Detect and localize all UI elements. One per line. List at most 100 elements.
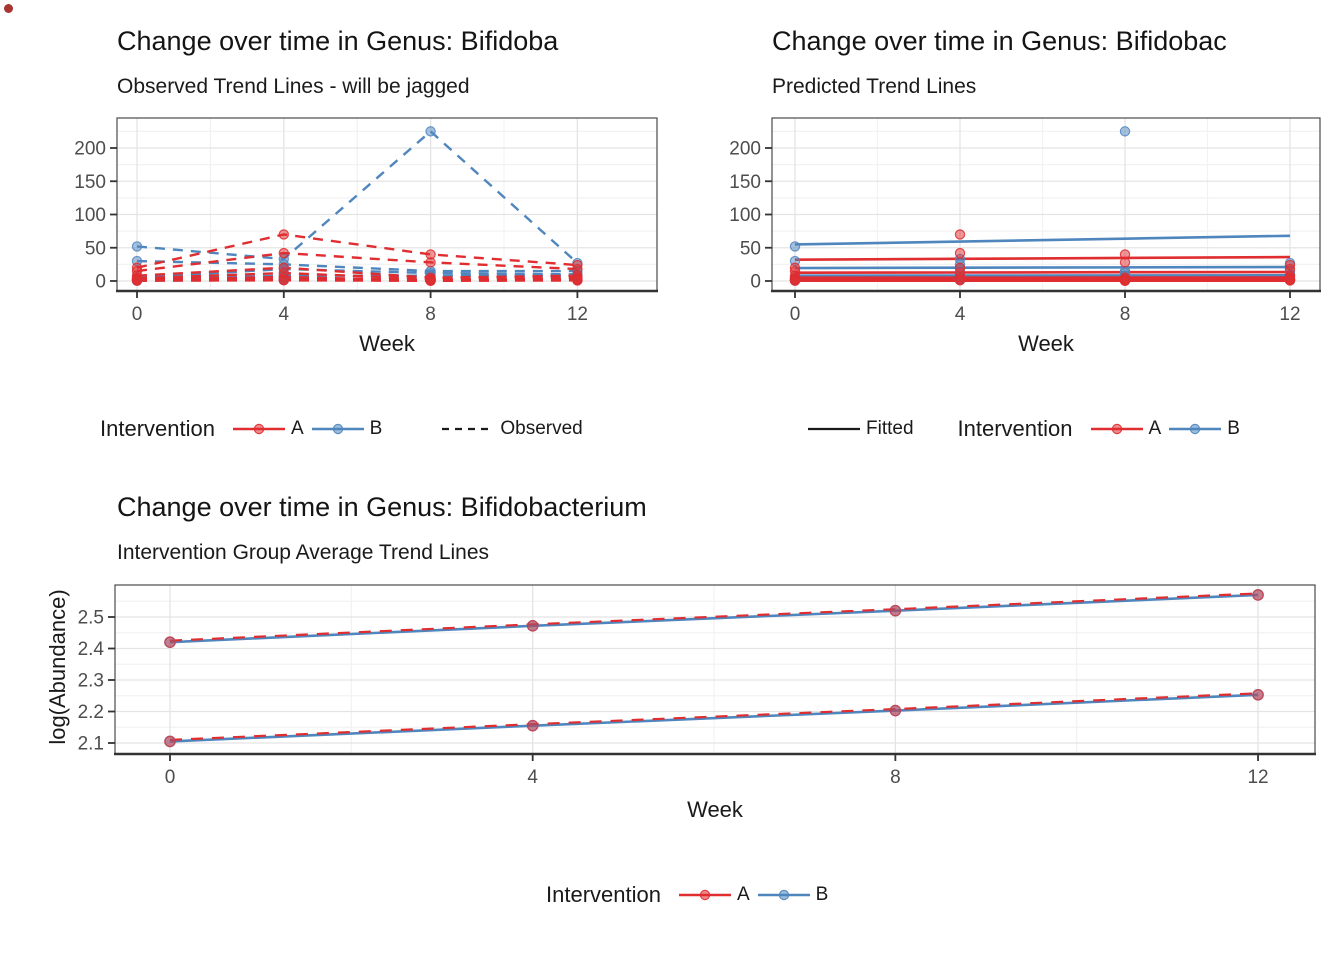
observed-plot-panel: 0 4 8 12 0 50 100 150 200 [74, 117, 658, 325]
data-point [789, 275, 801, 286]
series-line [169, 592, 1259, 642]
legend-key-observed-icon [442, 427, 495, 431]
x-tick-label: 8 [425, 304, 436, 325]
data-point [1252, 589, 1264, 601]
y-tick-label: 200 [74, 139, 106, 160]
series-line [136, 266, 578, 279]
average-chart-title: Change over time in Genus: Bifidobacteri… [117, 492, 647, 522]
data-point [164, 735, 176, 748]
legend-item-a: A [1148, 418, 1162, 439]
series-line [136, 267, 578, 279]
data-point [131, 241, 143, 252]
y-tick-label: 0 [750, 272, 761, 293]
x-tick-label: 0 [132, 304, 143, 325]
series-line [794, 265, 1291, 270]
panel-background [115, 585, 1315, 754]
legend-key-a-icon [232, 423, 285, 435]
panel-background [117, 118, 657, 291]
observed-legend: Intervention A B Observed [100, 412, 589, 446]
data-point [789, 241, 801, 252]
legend-item-b: B [1227, 418, 1240, 439]
x-tick-label: 12 [1279, 304, 1300, 325]
data-point [572, 275, 583, 286]
average-chart-subtitle: Intervention Group Average Trend Lines [117, 541, 490, 564]
predicted-chart-title: Change over time in Genus: Bifidobac [772, 26, 1227, 56]
series-line [136, 233, 578, 269]
data-point [889, 604, 902, 617]
predicted-legend: Fitted Intervention A B [806, 412, 1246, 446]
legend-title: Intervention [957, 416, 1073, 441]
legend-item-fitted: Fitted [866, 418, 914, 439]
predicted-chart-subtitle: Predicted Trend Lines [772, 75, 977, 98]
legend-key-a-icon [1090, 423, 1143, 435]
x-tick-label: 12 [1247, 767, 1268, 788]
series-line [136, 271, 578, 281]
data-point [526, 719, 539, 732]
y-tick-label: 100 [74, 205, 106, 226]
observed-x-axis-title: Week [359, 331, 415, 356]
series-line [136, 251, 578, 273]
predicted-x-axis-title: Week [1018, 331, 1074, 356]
y-tick-label: 2.4 [78, 639, 105, 660]
series-line [169, 593, 1259, 644]
data-point [278, 247, 289, 259]
observed-chart-title: Change over time in Genus: Bifidoba [117, 26, 559, 56]
legend-item-a: A [290, 418, 304, 439]
average-plot-panel: 0 4 8 12 2.1 2.2 2.3 2.4 2.5 [78, 584, 1316, 788]
x-tick-label: 4 [955, 304, 966, 325]
y-tick-label: 150 [729, 172, 761, 193]
x-tick-label: 8 [890, 767, 901, 788]
y-tick-label: 2.3 [78, 671, 104, 692]
y-tick-label: 2.2 [78, 702, 104, 723]
data-point [425, 126, 436, 137]
data-point [1119, 126, 1131, 137]
series-line [169, 693, 1259, 743]
legend-key-b-icon [757, 889, 810, 901]
y-tick-label: 150 [74, 172, 106, 193]
x-tick-label: 4 [527, 767, 538, 788]
series-line [136, 129, 579, 264]
legend-item-observed: Observed [500, 418, 583, 439]
legend-key-b-icon [311, 423, 364, 435]
legend-key-a-icon [678, 889, 731, 901]
data-point [278, 229, 289, 240]
x-tick-label: 0 [165, 767, 176, 788]
data-point [425, 257, 436, 268]
y-tick-label: 0 [95, 272, 106, 293]
y-tick-label: 2.1 [78, 734, 104, 755]
data-point [954, 247, 966, 259]
data-point [954, 275, 966, 286]
legend-title: Intervention [546, 882, 661, 907]
data-point [278, 275, 289, 286]
data-point [164, 636, 176, 648]
series-line [794, 255, 1291, 262]
data-point [131, 275, 143, 286]
data-point [1252, 689, 1264, 701]
y-tick-label: 50 [85, 238, 106, 259]
data-point [889, 704, 902, 717]
legend-item-a: A [736, 884, 750, 905]
x-tick-label: 12 [567, 304, 588, 325]
average-x-axis-title: Week [687, 797, 743, 822]
x-tick-label: 0 [790, 304, 801, 325]
observed-chart-subtitle: Observed Trend Lines - will be jagged [117, 75, 470, 98]
data-point [1119, 257, 1131, 268]
x-tick-label: 4 [279, 304, 290, 325]
series-line [794, 270, 1291, 274]
legend-item-b: B [369, 418, 383, 439]
average-legend: Intervention A B [546, 878, 834, 912]
y-tick-label: 200 [729, 139, 761, 160]
y-tick-label: 2.5 [78, 608, 104, 629]
series-line [794, 234, 1291, 246]
legend-key-b-icon [1169, 423, 1222, 435]
series-line [169, 692, 1259, 742]
y-tick-label: 50 [740, 238, 761, 259]
legend-item-b: B [815, 884, 829, 905]
data-point [1119, 275, 1131, 287]
legend-title: Intervention [100, 416, 215, 441]
x-tick-label: 8 [1120, 304, 1131, 325]
y-tick-label: 100 [729, 205, 761, 226]
data-point [954, 229, 966, 240]
predicted-plot-panel: 0 4 8 12 0 50 100 150 200 [729, 117, 1321, 325]
